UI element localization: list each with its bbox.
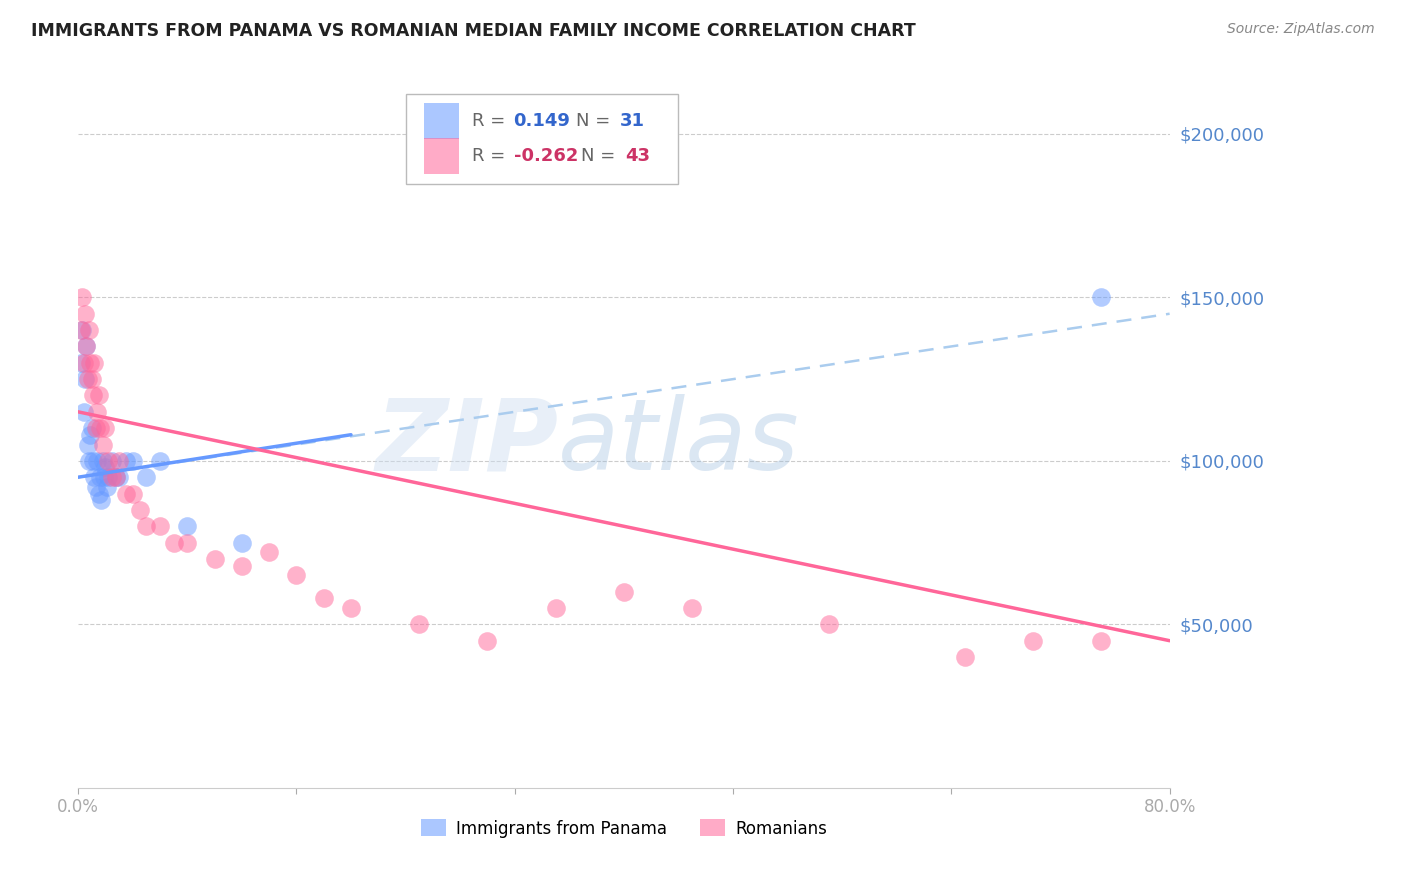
Text: 31: 31 xyxy=(620,112,644,130)
Text: Source: ZipAtlas.com: Source: ZipAtlas.com xyxy=(1227,22,1375,37)
Text: ZIP: ZIP xyxy=(375,394,558,491)
Point xyxy=(77,323,100,337)
Point xyxy=(162,535,184,549)
Bar xyxy=(425,138,458,174)
Point xyxy=(97,470,120,484)
Point xyxy=(149,454,172,468)
Point xyxy=(121,486,143,500)
Point xyxy=(76,437,98,451)
Point xyxy=(80,372,103,386)
Point xyxy=(79,356,101,370)
Point xyxy=(176,519,198,533)
Text: R =: R = xyxy=(472,147,512,165)
Point xyxy=(86,454,108,468)
Point xyxy=(84,421,107,435)
Point xyxy=(408,617,430,632)
Point xyxy=(149,519,172,533)
Point xyxy=(101,454,124,468)
Point xyxy=(108,454,131,468)
Text: 0.149: 0.149 xyxy=(513,112,571,130)
Point xyxy=(257,545,280,559)
Point xyxy=(97,454,120,468)
Point xyxy=(84,480,107,494)
Point xyxy=(115,454,138,468)
Text: N =: N = xyxy=(576,112,616,130)
Point xyxy=(477,633,499,648)
Point xyxy=(108,470,131,484)
Point xyxy=(953,650,976,665)
Point xyxy=(72,356,94,370)
Point xyxy=(82,454,104,468)
Point xyxy=(115,486,138,500)
Point xyxy=(90,493,112,508)
Text: -0.262: -0.262 xyxy=(513,147,578,165)
Point xyxy=(70,323,93,337)
Point xyxy=(89,421,111,435)
Point xyxy=(340,601,363,615)
Point xyxy=(544,601,567,615)
Point xyxy=(72,405,94,419)
Point xyxy=(83,356,105,370)
Point xyxy=(128,503,150,517)
Point xyxy=(817,617,839,632)
Point xyxy=(82,388,104,402)
Point xyxy=(87,486,110,500)
Point xyxy=(1090,633,1112,648)
Point xyxy=(93,470,115,484)
Point xyxy=(231,558,253,573)
Point xyxy=(86,405,108,419)
Point xyxy=(91,437,114,451)
Point xyxy=(76,372,98,386)
Point xyxy=(231,535,253,549)
Point xyxy=(73,307,96,321)
Point xyxy=(105,470,128,484)
Point xyxy=(681,601,703,615)
Point xyxy=(77,454,100,468)
Point xyxy=(105,470,128,484)
Point xyxy=(176,535,198,549)
Point xyxy=(204,552,226,566)
Text: R =: R = xyxy=(472,112,512,130)
FancyBboxPatch shape xyxy=(405,94,679,184)
Text: atlas: atlas xyxy=(558,394,800,491)
Point xyxy=(75,339,97,353)
Point xyxy=(96,480,118,494)
Point xyxy=(135,519,157,533)
Point xyxy=(91,454,114,468)
Point xyxy=(1090,290,1112,304)
Point xyxy=(1022,633,1045,648)
Point xyxy=(101,470,124,484)
Point xyxy=(70,356,93,370)
Text: 43: 43 xyxy=(624,147,650,165)
Point xyxy=(79,427,101,442)
Point xyxy=(135,470,157,484)
Text: N =: N = xyxy=(581,147,621,165)
Point xyxy=(94,460,117,475)
Point xyxy=(73,372,96,386)
Point xyxy=(94,421,117,435)
Point xyxy=(70,323,93,337)
Point xyxy=(613,584,636,599)
Point xyxy=(285,568,308,582)
Point xyxy=(80,421,103,435)
Legend: Immigrants from Panama, Romanians: Immigrants from Panama, Romanians xyxy=(415,813,834,844)
Point xyxy=(121,454,143,468)
Point xyxy=(70,290,93,304)
Text: IMMIGRANTS FROM PANAMA VS ROMANIAN MEDIAN FAMILY INCOME CORRELATION CHART: IMMIGRANTS FROM PANAMA VS ROMANIAN MEDIA… xyxy=(31,22,915,40)
Point xyxy=(312,591,335,606)
Point xyxy=(83,470,105,484)
Point xyxy=(89,470,111,484)
Point xyxy=(75,339,97,353)
Point xyxy=(87,388,110,402)
Bar xyxy=(425,103,458,139)
